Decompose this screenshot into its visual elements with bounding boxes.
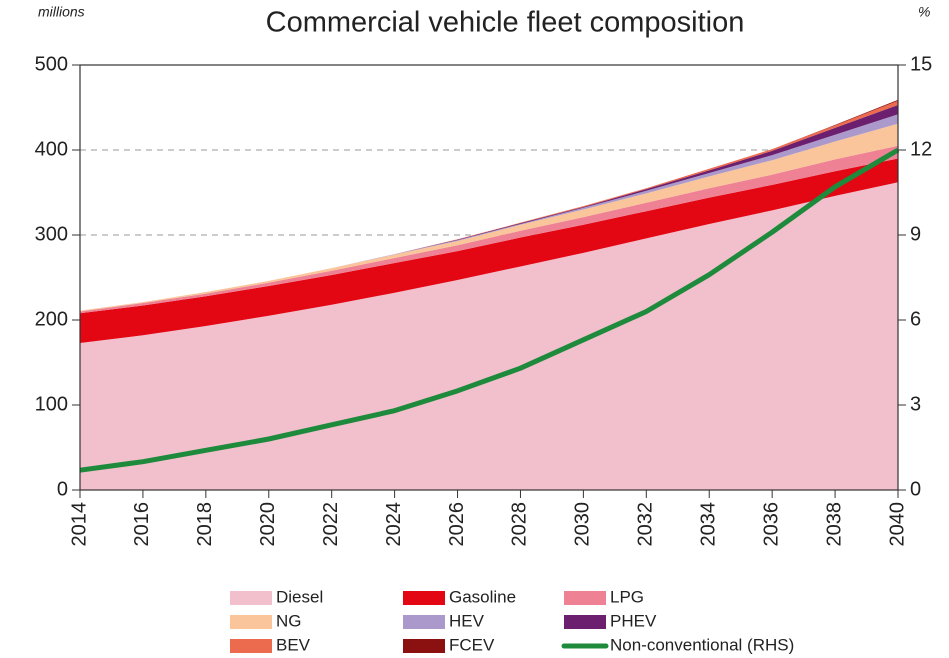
legend-swatch xyxy=(403,615,445,629)
legend-swatch xyxy=(564,615,606,629)
x-tick-label: 2036 xyxy=(760,502,782,547)
legend-label: NG xyxy=(276,611,302,630)
legend-item: Gasoline xyxy=(403,587,516,606)
x-tick-label: 2014 xyxy=(68,502,90,547)
legend-label: FCEV xyxy=(449,635,495,654)
legend-label: BEV xyxy=(276,635,311,654)
line xyxy=(79,147,900,473)
x-tick-label: 2030 xyxy=(572,502,594,547)
legend-swatch xyxy=(230,615,272,629)
legend-label: HEV xyxy=(449,611,485,630)
legend-item: HEV xyxy=(403,611,485,630)
legend-label: Diesel xyxy=(276,587,323,606)
area xyxy=(80,182,898,491)
y2-axis-label: % xyxy=(918,4,930,20)
y-tick-label: 200 xyxy=(35,308,68,330)
y2-tick-label: 9 xyxy=(910,223,921,245)
legend-label: PHEV xyxy=(610,611,657,630)
legend-swatch xyxy=(564,591,606,605)
y2-tick-label: 0 xyxy=(910,478,921,500)
y-tick-label: 300 xyxy=(35,223,68,245)
y-tick-label: 100 xyxy=(35,393,68,415)
y-tick-label: 500 xyxy=(35,53,68,75)
x-tick-label: 2018 xyxy=(194,502,216,547)
y-axis-label: millions xyxy=(38,4,85,20)
area xyxy=(80,158,898,343)
plot-frame xyxy=(79,64,899,491)
legend-swatch xyxy=(230,591,272,605)
x-tick-label: 2022 xyxy=(320,502,342,547)
x-tick-label: 2016 xyxy=(131,502,153,547)
y2-tick-label: 12 xyxy=(910,138,932,160)
x-tick-label: 2032 xyxy=(635,502,657,547)
legend-swatch xyxy=(403,639,445,653)
legend-label: Non-conventional (RHS) xyxy=(610,635,794,654)
y2-tick-label: 3 xyxy=(910,393,921,415)
legend-item: FCEV xyxy=(403,635,495,654)
x-tick-label: 2040 xyxy=(886,502,908,547)
legend-item: PHEV xyxy=(564,611,657,630)
legend-swatch xyxy=(403,591,445,605)
y2-tick-label: 6 xyxy=(910,308,921,330)
legend-swatch xyxy=(230,639,272,653)
x-tick-label: 2028 xyxy=(509,502,531,547)
chart-title: Commercial vehicle fleet composition xyxy=(266,7,745,39)
x-tick-label: 2026 xyxy=(446,502,468,547)
legend-item: BEV xyxy=(230,635,311,654)
legend-item: NG xyxy=(230,611,302,630)
legend-item: Diesel xyxy=(230,587,323,606)
legend-item: LPG xyxy=(564,587,644,606)
legend-item: Non-conventional (RHS) xyxy=(561,635,794,654)
x-tick-label: 2034 xyxy=(698,502,720,547)
x-tick-label: 2038 xyxy=(823,502,845,547)
legend-label: LPG xyxy=(610,587,644,606)
x-tick-label: 2020 xyxy=(257,502,279,547)
y-tick-label: 400 xyxy=(35,138,68,160)
y2-tick-label: 15 xyxy=(910,53,932,75)
y-tick-label: 0 xyxy=(57,478,68,500)
x-tick-label: 2024 xyxy=(383,502,405,547)
legend-label: Gasoline xyxy=(449,587,516,606)
